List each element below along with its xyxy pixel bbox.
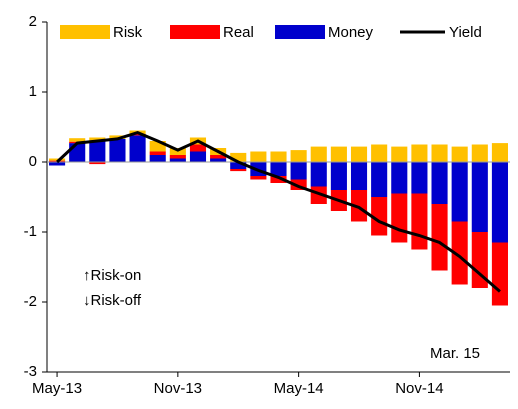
legend-swatch: [60, 25, 110, 39]
bar-segment: [391, 162, 408, 194]
bar-segment: [230, 152, 247, 162]
y-tick-label: 1: [29, 83, 37, 100]
y-tick-label: 0: [29, 153, 37, 170]
bar-segment: [431, 162, 448, 204]
bar-segment: [230, 162, 247, 169]
bar-segment: [391, 146, 408, 162]
bar-segment: [471, 144, 488, 162]
bar-segment: [89, 162, 106, 165]
bar-segment: [491, 242, 508, 306]
y-tick-label: -1: [24, 223, 37, 240]
bar-segment: [149, 151, 166, 155]
y-tick-label: -3: [24, 363, 37, 380]
legend-label: Yield: [449, 24, 482, 41]
line: [56, 131, 501, 293]
bar-segment: [491, 162, 508, 243]
bar-segment: [189, 151, 207, 162]
x-tick-label: Nov-14: [395, 380, 443, 397]
bar-segment: [109, 135, 126, 139]
y-tick-label: -2: [24, 293, 37, 310]
bar-segment: [350, 162, 368, 190]
bar-segment: [451, 146, 468, 162]
legend-swatch: [275, 25, 325, 39]
bar-segment: [270, 151, 287, 162]
bar-segment: [411, 144, 428, 162]
bar-segment: [431, 144, 448, 162]
bar-segment: [371, 162, 388, 197]
bar-segment: [250, 176, 267, 180]
legend-label: Real: [223, 24, 254, 41]
bar-segment: [471, 232, 488, 288]
x-tick-label: May-14: [274, 380, 324, 397]
bar-segment: [350, 190, 368, 222]
bar-segment: [89, 137, 106, 141]
bar-segment: [89, 141, 106, 162]
bar-segment: [330, 146, 347, 162]
bar-segment: [69, 138, 86, 142]
bar-segment: [149, 155, 166, 162]
bar-segment: [169, 155, 186, 159]
bar-segment: [371, 144, 388, 162]
bar-segment: [109, 138, 126, 162]
bar-segment: [49, 158, 66, 161]
bar-segment: [189, 144, 207, 152]
bar-segment: [250, 151, 267, 162]
bar-segment: [451, 221, 468, 285]
bar-segment: [411, 193, 428, 250]
bar-segment: [411, 162, 428, 194]
annotation: ↑Risk-on: [83, 267, 141, 284]
bar-segment: [290, 150, 307, 162]
bar-segment: [230, 169, 247, 172]
bar-segment: [330, 162, 347, 190]
legend-label: Risk: [113, 24, 143, 41]
bar-segment: [210, 155, 227, 159]
bar-segment: [350, 146, 368, 162]
bar-segment: [310, 146, 327, 162]
bar-segment: [49, 162, 66, 166]
bar-segment: [270, 176, 287, 183]
bar-segment: [210, 158, 227, 162]
bar-segment: [471, 162, 488, 232]
y-tick-label: 2: [29, 13, 37, 30]
bar-segment: [451, 162, 468, 222]
legend-swatch: [170, 25, 220, 39]
bar-segment: [371, 197, 388, 236]
bar-segment: [491, 143, 508, 162]
annotation: ↓Risk-off: [83, 292, 142, 309]
bar-segment: [431, 204, 448, 271]
x-tick-label: Nov-13: [154, 380, 202, 397]
bar-segment: [69, 143, 86, 162]
x-tick-label: May-13: [32, 380, 82, 397]
bar-segment: [290, 162, 307, 180]
bar-segment: [270, 162, 287, 176]
annotation: Mar. 15: [430, 345, 480, 362]
bar-segment: [149, 141, 166, 152]
bar-segment: [169, 158, 186, 162]
bar-segment: [391, 193, 408, 243]
bar-segment: [290, 179, 307, 190]
legend-label: Money: [328, 24, 374, 41]
bar-segment: [310, 162, 327, 187]
bar-segment: [129, 134, 146, 136]
bar-segment: [129, 135, 146, 162]
